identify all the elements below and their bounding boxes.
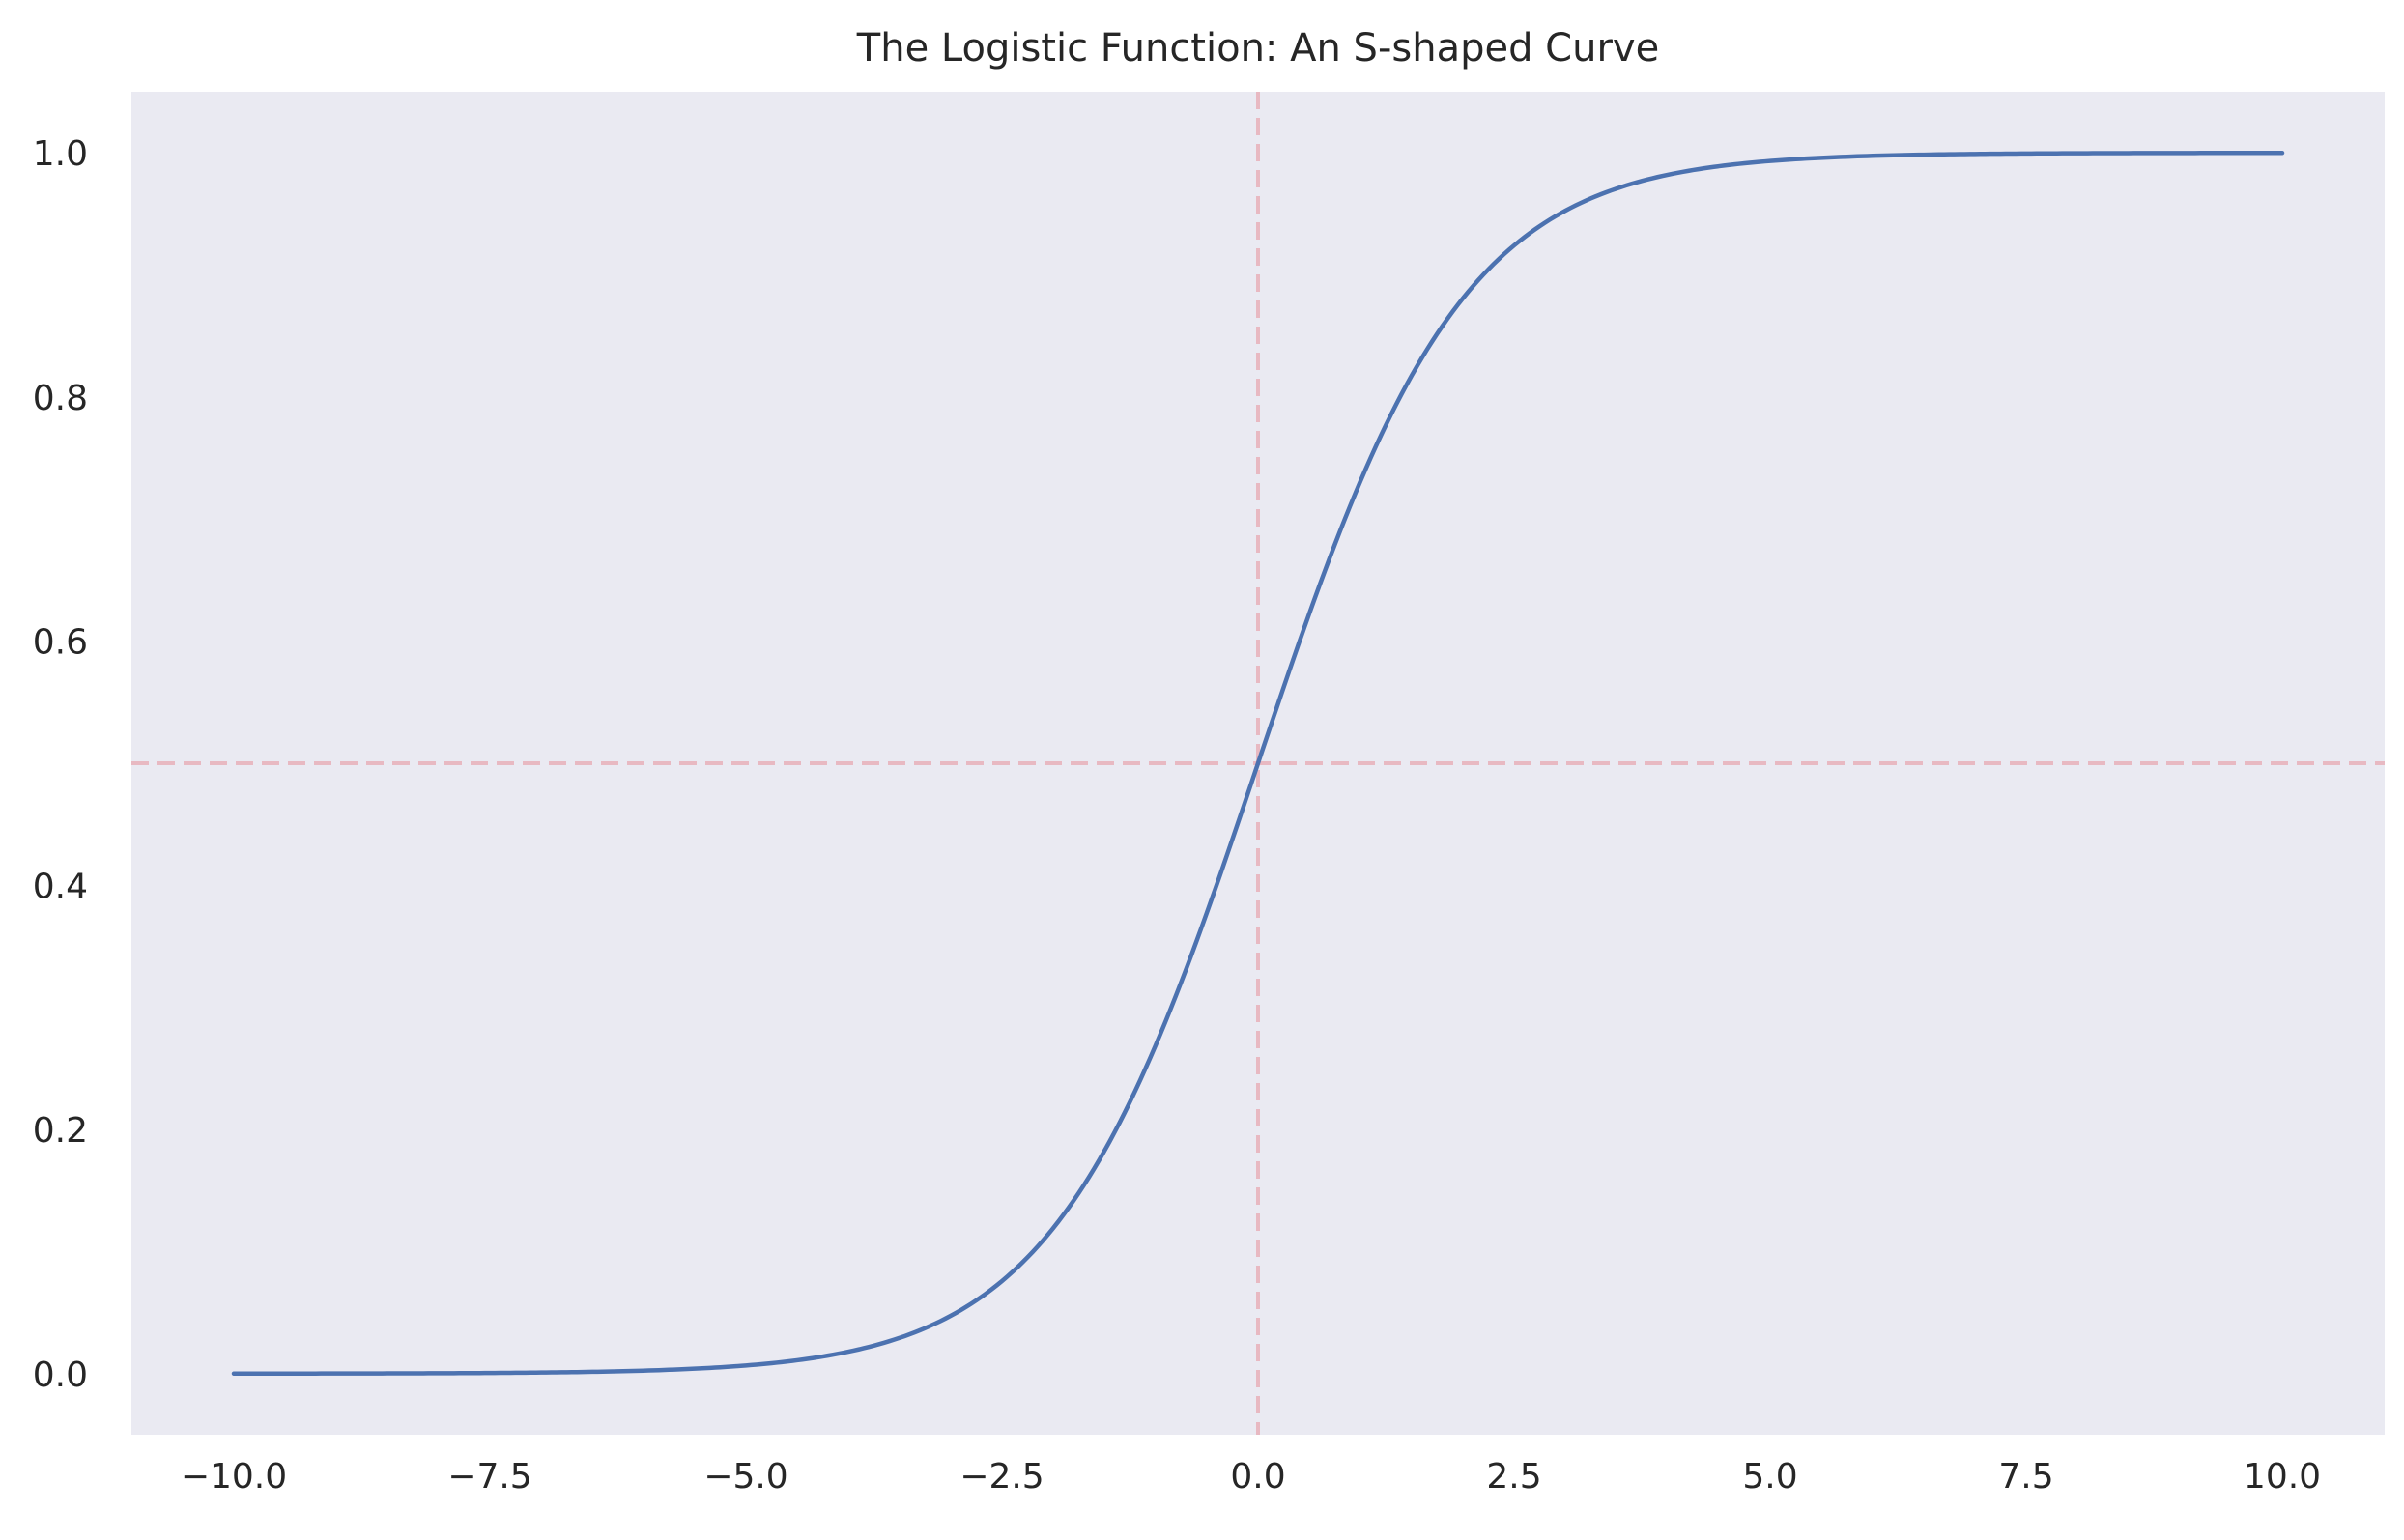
series-layer — [231, 150, 2285, 1377]
x-tick-label: −10.0 — [181, 1457, 287, 1497]
x-tick-label: −5.0 — [703, 1457, 787, 1497]
y-tick-label: 1.0 — [33, 134, 88, 174]
y-tick-label: 0.4 — [33, 867, 88, 906]
x-tick-label: 2.5 — [1486, 1457, 1541, 1497]
x-tick-label: 5.0 — [1742, 1457, 1797, 1497]
series-line — [231, 150, 2285, 1377]
x-tick-label: 10.0 — [2244, 1457, 2321, 1497]
y-axis-ticks: 0.0 0.2 0.4 0.6 0.8 1.0 — [33, 134, 88, 1395]
x-axis-ticks: −10.0 −7.5 −5.0 −2.5 0.0 2.5 5.0 7.5 10.0 — [181, 1457, 2321, 1497]
x-tick-label: −2.5 — [959, 1457, 1044, 1497]
x-tick-label: 7.5 — [1998, 1457, 2053, 1497]
y-tick-label: 0.0 — [33, 1355, 88, 1395]
chart-title: The Logistic Function: An S-shaped Curve — [856, 26, 1659, 71]
y-tick-label: 0.2 — [33, 1111, 88, 1151]
y-tick-label: 0.6 — [33, 623, 88, 663]
x-tick-label: 0.0 — [1230, 1457, 1285, 1497]
x-tick-label: −7.5 — [447, 1457, 531, 1497]
y-tick-label: 0.8 — [33, 379, 88, 418]
